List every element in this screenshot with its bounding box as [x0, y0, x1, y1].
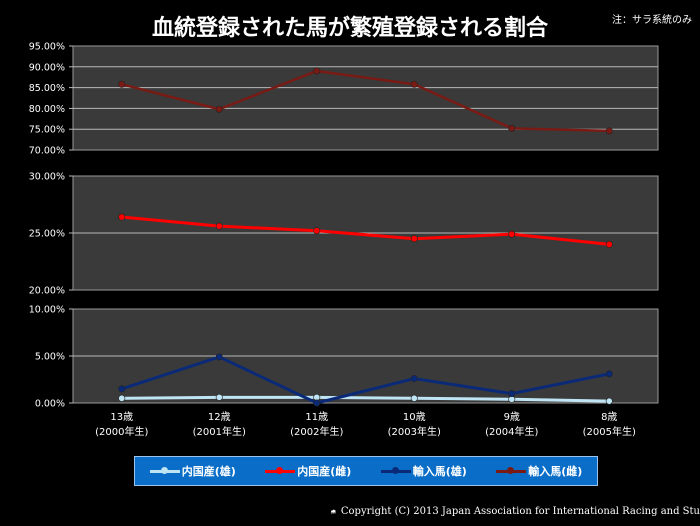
- panel-0: 95.00% 90.00% 85.00% 80.00% 75.00% 70.00%: [29, 42, 659, 157]
- x-tick-label-year: (2005年生): [583, 425, 636, 438]
- series-line-yunyu_osu: [121, 355, 610, 405]
- x-tick-label-age: 11歳: [305, 411, 328, 423]
- data-point-naikoku_mesu: [605, 240, 613, 248]
- panel-1: 30.00% 25.00% 20.00%: [29, 172, 659, 297]
- data-point-naikoku_osu: [410, 394, 418, 402]
- x-tick-label-year: (2002年生): [290, 425, 343, 438]
- legend-item-yunyu-mesu: 輸入馬(雌): [496, 463, 582, 479]
- chart-legend: 内国産(雄) 内国産(雌) 輸入馬(雄) 輸入馬(雌): [134, 456, 598, 486]
- data-point-yunyu_osu: [215, 353, 223, 361]
- y-tick-label: 0.00%: [35, 399, 65, 410]
- y-tick-label: 95.00%: [29, 42, 65, 53]
- data-point-yunyu_osu: [118, 385, 126, 393]
- data-point-yunyu_mesu: [410, 80, 418, 88]
- copyright-text: Copyright (C) 2013 Japan Association for…: [340, 505, 700, 517]
- legend-item-naikoku-mesu: 内国産(雌): [265, 463, 351, 479]
- data-point-naikoku_mesu: [313, 227, 321, 235]
- legend-label-yunyu-osu: 輸入馬(雄): [412, 465, 467, 478]
- data-point-yunyu_osu: [410, 375, 418, 383]
- y-tick-label: 75.00%: [29, 125, 65, 136]
- y-tick-label: 30.00%: [29, 172, 65, 183]
- legend-label-naikoku-mesu: 内国産(雌): [297, 465, 352, 478]
- legend-item-yunyu-osu: 輸入馬(雄): [380, 463, 467, 479]
- data-point-yunyu_osu: [313, 399, 321, 407]
- panel-background: [72, 45, 659, 151]
- data-point-naikoku_mesu: [215, 222, 223, 230]
- data-point-yunyu_osu: [508, 390, 516, 398]
- x-tick-label-age: 13歳: [110, 411, 133, 423]
- chart-note: 注：サラ系統のみ: [612, 15, 692, 26]
- panels-layer: 95.00% 90.00% 85.00% 80.00% 75.00% 70.00% 30.0…: [29, 42, 659, 410]
- legend-item-naikoku-osu: 内国産(雄): [149, 463, 236, 479]
- y-tick-label: 10.00%: [29, 305, 65, 316]
- x-tick-label-year: (2003年生): [388, 425, 441, 438]
- data-point-yunyu_mesu: [215, 105, 223, 113]
- data-point-naikoku_osu: [118, 394, 126, 402]
- data-point-yunyu_mesu: [605, 127, 613, 135]
- data-point-yunyu_mesu: [118, 80, 126, 88]
- x-tick-label-year: (2004年生): [485, 425, 538, 438]
- panel-2: 10.00% 5.00% 0.00%: [29, 305, 659, 410]
- legend-swatch-yunyu-osu: [380, 466, 411, 476]
- x-tick-label-age: 12歳: [208, 411, 231, 423]
- data-point-naikoku_mesu: [410, 235, 418, 243]
- data-point-yunyu_mesu: [313, 67, 321, 75]
- y-tick-label: 70.00%: [29, 146, 65, 157]
- data-point-naikoku_osu: [215, 393, 223, 401]
- y-tick-label: 85.00%: [29, 83, 65, 94]
- data-point-naikoku_mesu: [508, 230, 516, 238]
- jairs-logo: JAIRS: [330, 509, 336, 515]
- x-tick-label-year: (2000年生): [95, 425, 148, 438]
- chart-canvas: 95.00% 90.00% 85.00% 80.00% 75.00% 70.00% 30.0…: [29, 42, 659, 438]
- legend-swatch-naikoku-osu: [149, 466, 180, 476]
- x-tick-label-year: (2001年生): [193, 425, 246, 438]
- y-tick-label: 20.00%: [29, 286, 65, 297]
- x-tick-label-age: 9歳: [504, 411, 520, 423]
- series-line-naikoku_mesu: [121, 215, 610, 246]
- data-point-naikoku_osu: [605, 397, 613, 405]
- footer: JAIRS Copyright (C) 2013 Japan Associati…: [330, 496, 700, 526]
- x-tick-label-age: 8歳: [601, 411, 617, 423]
- legend-swatch-naikoku-mesu: [265, 466, 296, 476]
- series-line-naikoku_osu: [121, 395, 610, 403]
- y-tick-label: 90.00%: [29, 62, 65, 73]
- y-tick-label: 80.00%: [29, 104, 65, 115]
- data-point-naikoku_mesu: [118, 213, 126, 221]
- y-tick-label: 5.00%: [35, 352, 65, 363]
- legend-label-yunyu-mesu: 輸入馬(雌): [528, 465, 583, 478]
- series-line-yunyu_mesu: [121, 69, 610, 133]
- legend-swatch-yunyu-mesu: [496, 466, 527, 476]
- x-tick-label-age: 10歳: [403, 411, 426, 423]
- y-tick-label: 25.00%: [29, 229, 65, 240]
- svg-text:JAIRS: JAIRS: [330, 513, 336, 515]
- data-point-yunyu_osu: [605, 370, 613, 378]
- legend-label-naikoku-osu: 内国産(雄): [181, 465, 236, 478]
- data-point-yunyu_mesu: [508, 124, 516, 132]
- x-axis-labels: 13歳 (2000年生) 12歳 (2001年生) 11歳 (2002年生) 10歳 (200…: [95, 411, 636, 438]
- chart-title: 血統登録された馬が繁殖登録される割合: [151, 16, 548, 41]
